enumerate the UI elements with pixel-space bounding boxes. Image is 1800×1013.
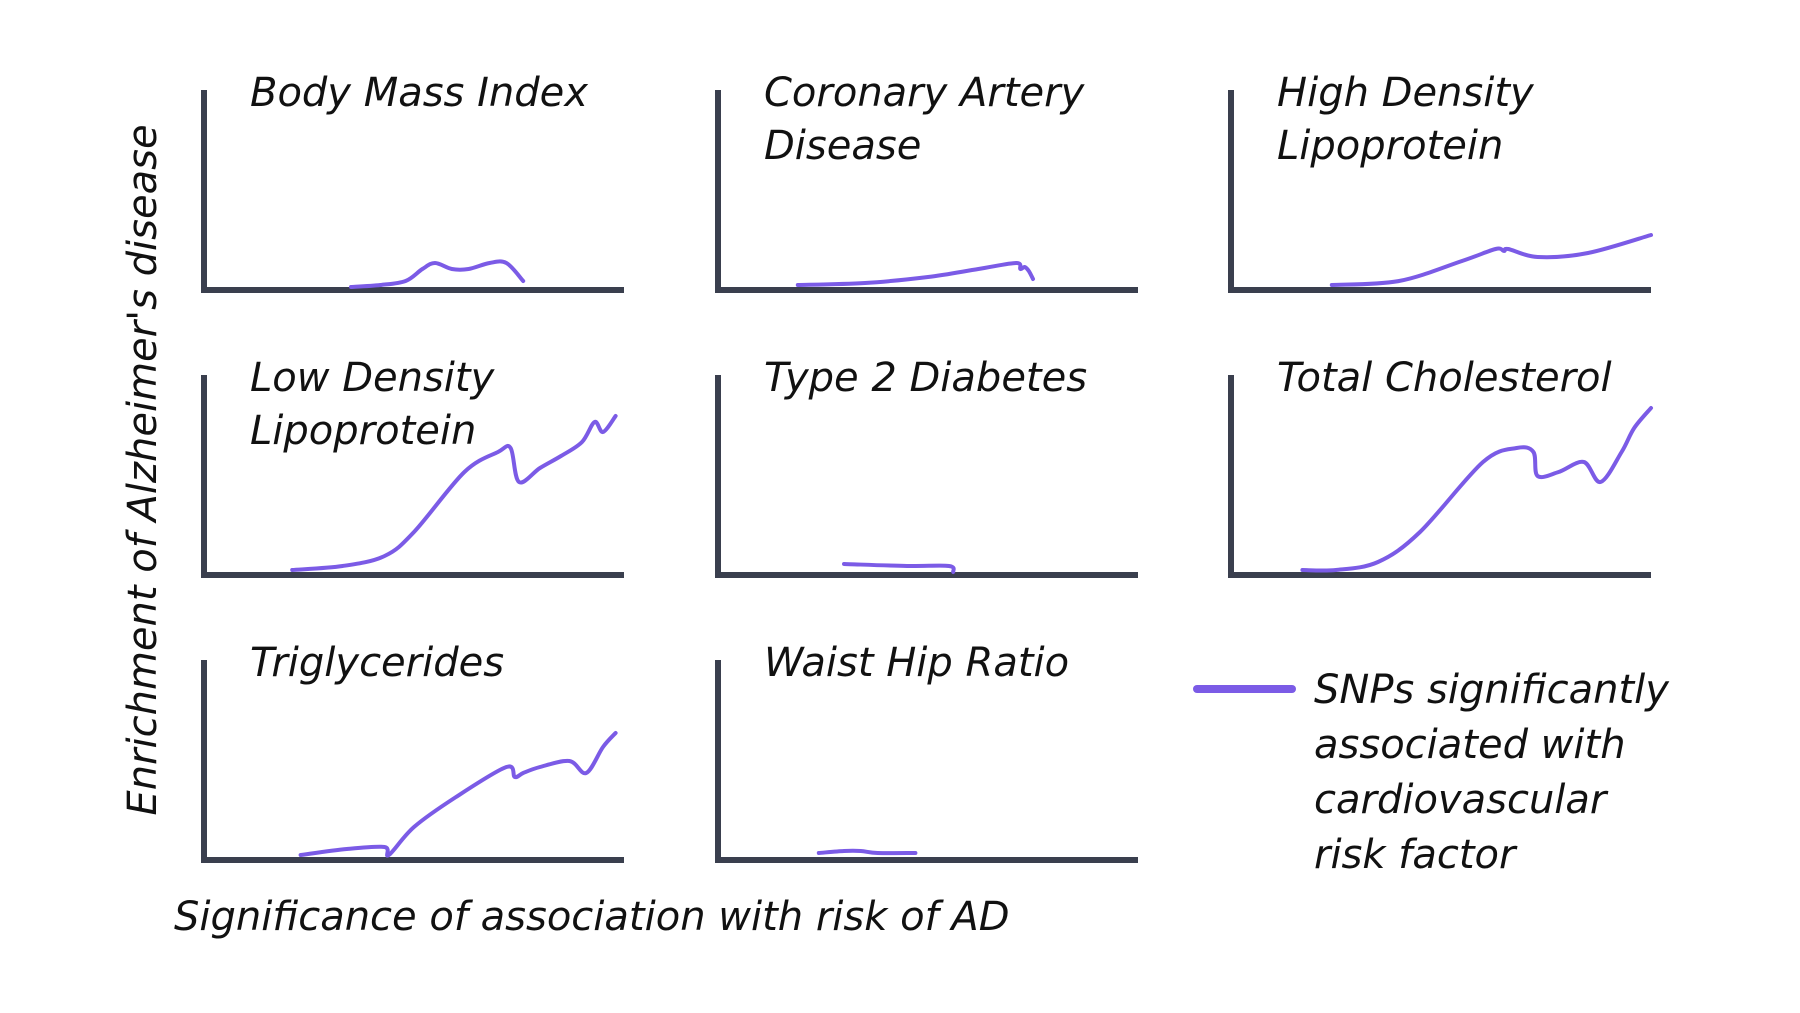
panel-2-series-line-1 [795, 261, 1035, 287]
panel-5-series-line-1 [842, 562, 956, 574]
legend-label-line-2: associated with [1314, 722, 1626, 768]
legend-label-line-1: SNPs significantly [1314, 667, 1670, 713]
legend-label-line-4: risk factor [1314, 832, 1518, 878]
y-axis-title: Enrichment of Alzheimer's disease [120, 124, 166, 815]
panel-2-title-line-2: Disease [764, 123, 921, 169]
panel-2: Coronary Artery Disease [715, 70, 1138, 293]
panel-6-series-line-1 [1300, 406, 1653, 573]
panel-6: Total Cholesterol [1228, 355, 1653, 578]
panel-4: Low Density Lipoprotein [201, 355, 624, 578]
panel-1: Body Mass Index [201, 70, 624, 293]
legend: SNPs significantly associated with cardi… [1193, 667, 1670, 878]
panel-4-series-line-1 [290, 414, 618, 572]
panel-3-series-line-1 [1329, 233, 1653, 287]
panel-6-axes [1228, 375, 1651, 578]
panel-8-series-line-1 [816, 848, 918, 856]
panel-3-axes [1228, 90, 1651, 293]
panel-7-axes [201, 660, 624, 863]
legend-label-line-3: cardiovascular [1314, 777, 1609, 823]
panel-1-series-line-1 [349, 259, 526, 289]
panel-6-title-line-1: Total Cholesterol [1277, 355, 1612, 401]
panels-group: Body Mass Index Coronary Artery Disease Hig… [201, 70, 1653, 863]
x-axis-title: Significance of association with risk of… [174, 894, 1010, 940]
panel-5: Type 2 Diabetes [715, 355, 1138, 578]
panel-1-title-line-1: Body Mass Index [250, 70, 588, 116]
panel-5-title-line-1: Type 2 Diabetes [764, 355, 1087, 401]
panel-8-axes [715, 660, 1138, 863]
panel-4-title-line-1: Low Density [250, 355, 496, 401]
panel-3-title-line-1: High Density [1277, 70, 1535, 116]
panel-2-title-line-1: Coronary Artery [764, 70, 1086, 116]
panel-1-axes [201, 90, 624, 293]
panel-8: Waist Hip Ratio [715, 640, 1138, 863]
panel-3-title-line-2: Lipoprotein [1277, 123, 1503, 169]
panel-7-series-line-1 [298, 731, 618, 858]
panel-7: Triglycerides [201, 640, 624, 863]
panel-4-axes [201, 375, 624, 578]
panel-5-axes [715, 375, 1138, 578]
panel-8-title-line-1: Waist Hip Ratio [764, 640, 1069, 686]
panel-4-title-line-2: Lipoprotein [250, 408, 476, 454]
panel-7-title-line-1: Triglycerides [250, 640, 504, 686]
panel-3: High Density Lipoprotein [1228, 70, 1653, 293]
panel-2-axes [715, 90, 1138, 293]
